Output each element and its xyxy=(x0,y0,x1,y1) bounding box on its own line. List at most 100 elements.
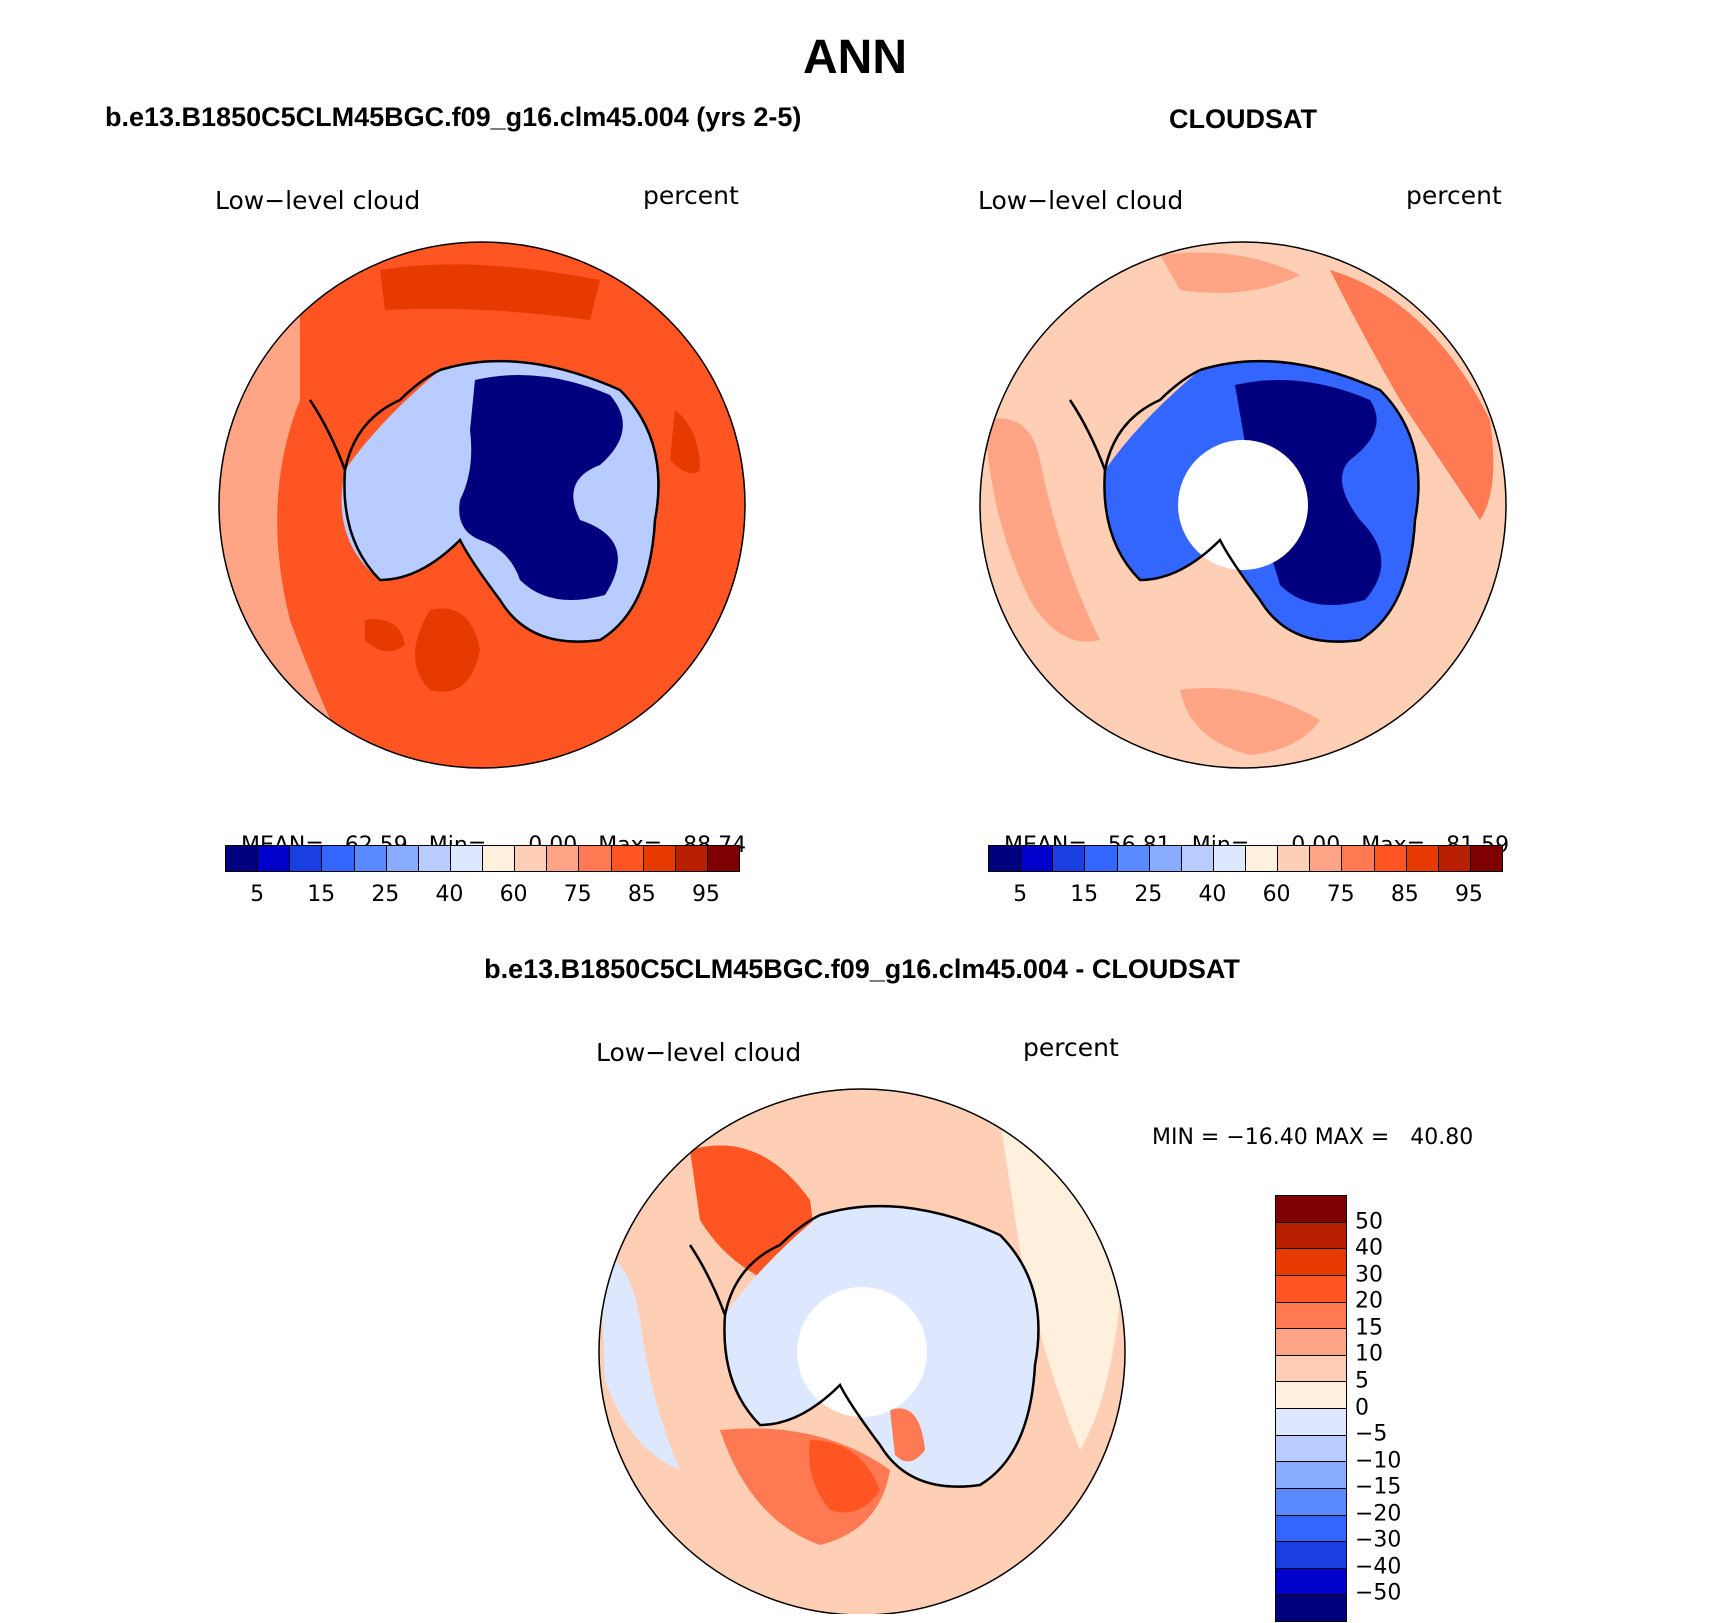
colorbar-diff-tick-label: −10 xyxy=(1355,1448,1402,1474)
colorbar-obs-color-cell xyxy=(1438,846,1471,871)
colorbar-model-color-cell xyxy=(450,846,483,871)
colorbar-obs-tick-label: 40 xyxy=(1198,882,1227,907)
colorbar-obs-color-cell xyxy=(1213,846,1246,871)
colorbar-model-tick-label: 5 xyxy=(250,882,265,907)
model-map-border xyxy=(218,241,746,769)
colorbar-model-ticks: 5 15 25 40 60 75 85 95 xyxy=(225,882,741,912)
diff-map-border xyxy=(598,1088,1126,1614)
map-model xyxy=(219,242,745,768)
colorbar-diff-tick-label: 10 xyxy=(1355,1341,1383,1367)
colorbar-diff-tick-label: −40 xyxy=(1355,1554,1402,1580)
obs-ocean-strong-east xyxy=(1330,270,1494,520)
colorbar-obs-tick-label: 85 xyxy=(1390,882,1419,907)
panel-diff-variable-label: Low−level cloud xyxy=(596,1038,802,1067)
colorbar-diff-color-cell xyxy=(1276,1542,1346,1569)
colorbar-diff-color-cell xyxy=(1276,1382,1346,1409)
colorbar-model-tick-label: 40 xyxy=(435,882,464,907)
colorbar-obs-tick-label: 95 xyxy=(1454,882,1483,907)
colorbar-diff-tick-label: 20 xyxy=(1355,1288,1383,1314)
panel-model-variable-label: Low−level cloud xyxy=(215,186,421,215)
colorbar-diff-tick-label: −50 xyxy=(1355,1580,1402,1606)
colorbar-obs-color-cell xyxy=(1021,846,1054,871)
model-ocean-dark-west xyxy=(365,619,405,652)
obs-polar-gap xyxy=(1178,440,1308,570)
colorbar-obs-color-cell xyxy=(989,846,1022,871)
panel-model-units-label: percent xyxy=(643,181,739,210)
colorbar-diff-tick-label: −20 xyxy=(1355,1501,1402,1527)
colorbar-obs-color-cell xyxy=(1053,846,1086,871)
colorbar-model-color-cell xyxy=(386,846,419,871)
colorbar-diff-tick-label: 30 xyxy=(1355,1262,1383,1288)
colorbar-diff-color-cell xyxy=(1276,1355,1346,1383)
map-obs xyxy=(980,242,1506,768)
colorbar-obs-color-cell xyxy=(1470,846,1502,871)
colorbar-diff-tick-label: 15 xyxy=(1355,1315,1383,1341)
colorbar-obs-color-cell xyxy=(1406,846,1439,871)
colorbar-diff-tick-label: 40 xyxy=(1355,1235,1383,1261)
colorbar-model-color-cell xyxy=(707,846,739,871)
colorbar-diff-color-cell xyxy=(1276,1595,1346,1621)
colorbar-model-color-cell xyxy=(643,846,676,871)
colorbar-obs-color-cell xyxy=(1310,846,1343,871)
colorbar-diff-tick-label: 50 xyxy=(1355,1209,1383,1235)
colorbar-diff-tick-label: 5 xyxy=(1355,1368,1369,1394)
colorbar-model-color-cell xyxy=(611,846,644,871)
colorbar-obs-color-cell xyxy=(1246,846,1279,871)
model-ocean-dark-east xyxy=(670,410,700,474)
obs-ocean-patch-west xyxy=(985,418,1100,642)
obs-coastline xyxy=(1068,359,1420,643)
colorbar-diff-color-cell xyxy=(1276,1409,1346,1436)
obs-ocean-patch-north xyxy=(1160,252,1300,293)
map-diff xyxy=(599,1089,1125,1614)
colorbar-diff-color-cell xyxy=(1276,1329,1346,1356)
colorbar-obs-color-cell xyxy=(1181,846,1214,871)
colorbar-model-color-cell xyxy=(675,846,708,871)
colorbar-model-color-cell xyxy=(579,846,612,871)
colorbar-diff-color-cell xyxy=(1276,1249,1346,1276)
diff-polar-gap xyxy=(797,1287,927,1417)
colorbar-diff-tick-label: 0 xyxy=(1355,1395,1369,1420)
colorbar-diff-tick-label: −5 xyxy=(1355,1421,1388,1447)
colorbar-diff-color-cell xyxy=(1276,1515,1346,1543)
colorbar-model-tick-label: 95 xyxy=(691,882,720,907)
panel-obs-units-label: percent xyxy=(1406,181,1502,210)
panel-obs-title: CLOUDSAT xyxy=(1169,104,1317,134)
colorbar-obs-ticks: 5 15 25 40 60 75 85 95 xyxy=(988,882,1504,912)
obs-ocean-patch-south xyxy=(1180,688,1320,755)
colorbar-model-color-cell xyxy=(322,846,355,871)
colorbar-obs-tick-label: 25 xyxy=(1134,882,1163,907)
page-title: ANN xyxy=(803,31,907,84)
colorbar-model-color-cell xyxy=(258,846,291,871)
colorbar-diff xyxy=(1275,1195,1347,1622)
colorbar-model-tick-label: 60 xyxy=(499,882,528,907)
colorbar-model-tick-label: 15 xyxy=(307,882,336,907)
colorbar-model-tick-label: 75 xyxy=(563,882,592,907)
colorbar-obs-tick-label: 60 xyxy=(1262,882,1291,907)
panel-diff-minmax: MIN = −16.40 MAX = 40.80 xyxy=(1152,1125,1474,1150)
diff-coastline xyxy=(688,1204,1040,1488)
colorbar-obs-tick-label: 15 xyxy=(1070,882,1099,907)
colorbar-model-tick-label: 25 xyxy=(371,882,400,907)
colorbar-diff-tick-label: −30 xyxy=(1355,1527,1402,1553)
colorbar-obs-color-cell xyxy=(1117,846,1150,871)
diff-light-east xyxy=(1000,1120,1120,1450)
panel-obs-variable-label: Low−level cloud xyxy=(978,186,1184,215)
diff-neg-west xyxy=(600,1250,680,1470)
colorbar-obs xyxy=(988,845,1503,872)
colorbar-diff-color-cell xyxy=(1276,1302,1346,1330)
colorbar-model xyxy=(225,845,740,872)
colorbar-diff-color-cell xyxy=(1276,1196,1346,1223)
colorbar-obs-color-cell xyxy=(1149,846,1182,871)
colorbar-model-color-cell xyxy=(515,846,548,871)
diff-strong-south xyxy=(809,1440,880,1513)
model-ocean-dark-south xyxy=(415,608,480,692)
colorbar-diff-color-cell xyxy=(1276,1462,1346,1489)
colorbar-model-color-cell xyxy=(290,846,323,871)
colorbar-model-color-cell xyxy=(418,846,451,871)
colorbar-diff-ticks: 50 40 30 20 15 10 5 0 −5 −10 −15 −20 −30 −40 −50 xyxy=(1355,1195,1435,1623)
panel-model-title: b.e13.B1850C5CLM45BGC.f09_g16.clm45.004 … xyxy=(105,102,802,132)
colorbar-obs-color-cell xyxy=(1278,846,1311,871)
colorbar-model-color-cell xyxy=(226,846,259,871)
colorbar-model-color-cell xyxy=(354,846,387,871)
